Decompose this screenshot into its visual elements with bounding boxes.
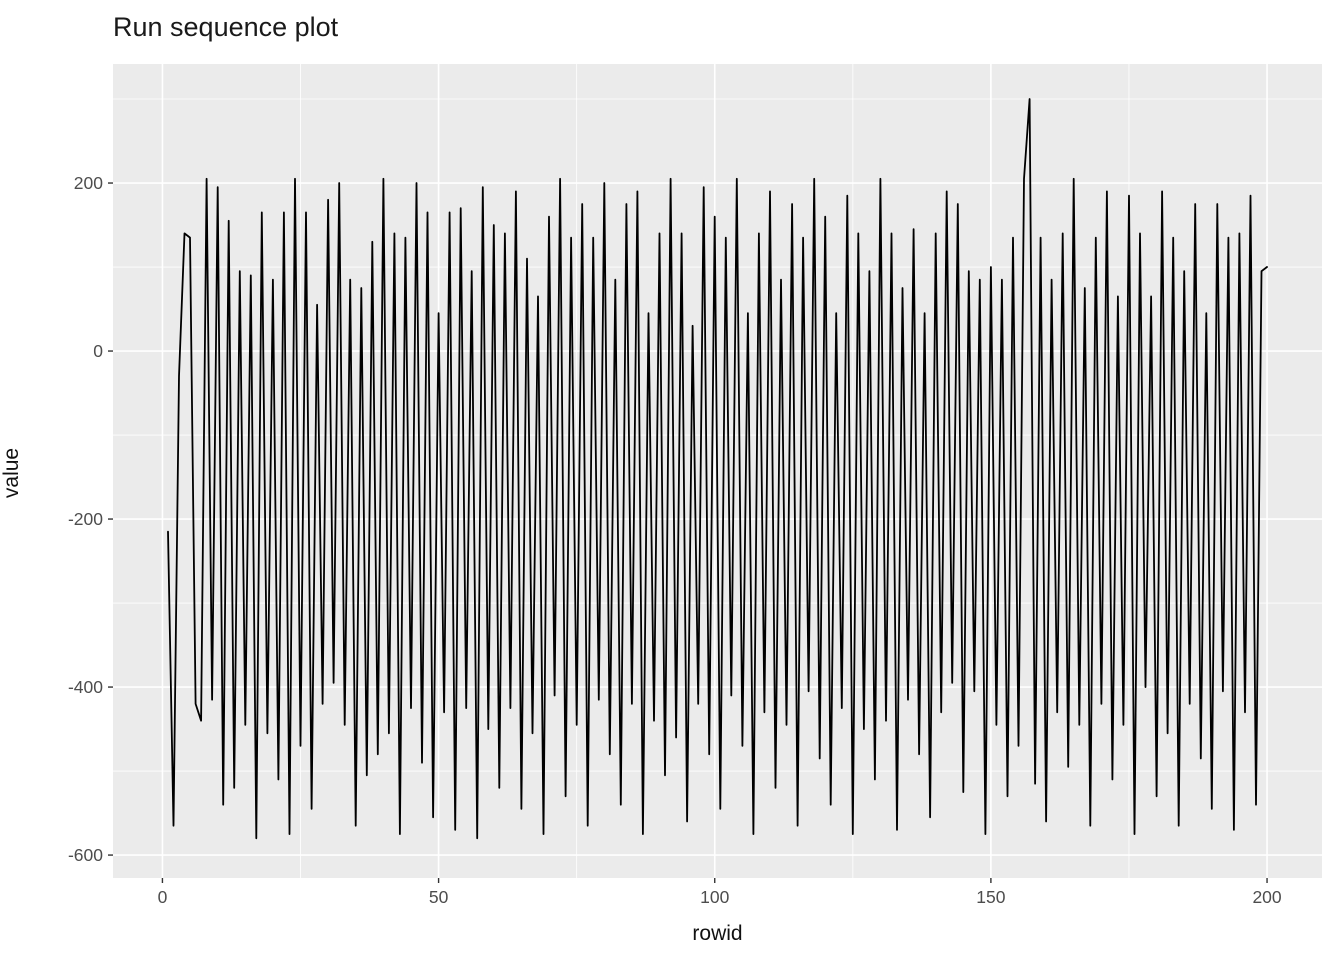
y-tick-label: -600 — [68, 845, 103, 865]
x-tick-label: 0 — [158, 887, 168, 907]
x-axis-title: rowid — [692, 922, 743, 945]
x-tick-label: 50 — [429, 887, 449, 907]
y-tick-label: 0 — [93, 341, 103, 361]
chart-title: Run sequence plot — [113, 12, 339, 42]
x-tick-label: 100 — [700, 887, 729, 907]
x-tick-label: 200 — [1252, 887, 1281, 907]
x-tick-label: 150 — [976, 887, 1005, 907]
y-tick-label: -200 — [68, 509, 103, 529]
y-tick-label: 200 — [74, 173, 103, 193]
run-sequence-line — [167, 98, 1268, 840]
y-tick-label: -400 — [68, 677, 103, 697]
